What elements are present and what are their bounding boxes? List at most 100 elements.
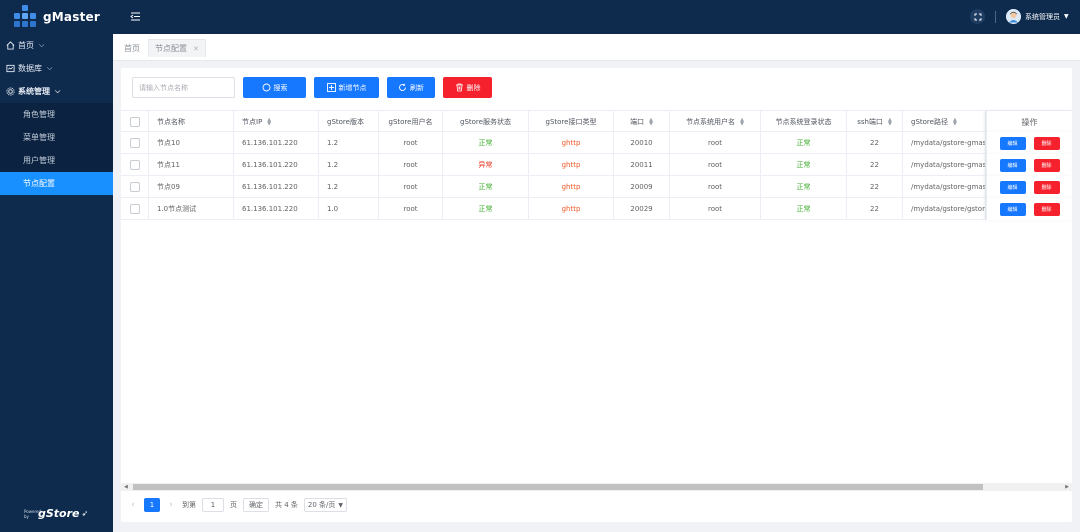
page-size-select[interactable]: 20 条/页 ▼ [303,498,348,512]
table-cell: 1.2 [319,154,379,176]
row-checkbox[interactable] [129,160,140,170]
edit-button[interactable]: 编辑 [999,136,1026,150]
table-cell: ghttp [529,132,614,154]
close-icon[interactable]: ✕ [193,44,199,53]
caret-down-icon: ▼ [1064,13,1069,20]
table-cell: 22 [847,132,903,154]
table-cell: 20009 [614,176,670,198]
row-delete-button[interactable]: 删除 [1033,136,1060,150]
column-header: gStore接口类型 [545,118,597,126]
edit-button[interactable]: 编辑 [999,202,1026,216]
sort-icon[interactable]: ▲ ▼ [267,117,272,127]
sidebar-item-users[interactable]: 用户管理 [23,156,55,165]
menu-item-system[interactable]: 系统管理 ⌵ [0,80,113,103]
search-button-label: 搜索 [273,84,288,92]
cell-value: root [707,161,723,169]
col-header-sys-user[interactable]: 节点系统用户名 ▲ ▼ [670,111,761,133]
table-cell: 61.136.101.220 [234,176,319,198]
table-cell: 1.0 [319,198,379,220]
sidebar-item-roles[interactable]: 角色管理 [23,110,55,119]
table-cell: 节点09 [149,176,234,198]
tabs-bar: 首页 节点配置 ✕ [113,34,1080,61]
table-cell: ghttp [529,176,614,198]
avatar [1006,9,1021,24]
row-select-cell [121,176,149,198]
menu-item-home[interactable]: 首页 ⌵ [0,34,113,57]
submenu-system: 角色管理 菜单管理 用户管理 节点配置 [0,103,113,195]
table-cell: /mydata/gstore-gmaster [903,132,986,154]
sidebar-item-nodes[interactable]: 节点配置 [0,172,113,195]
table-cell: 61.136.101.220 [234,154,319,176]
table-cell: root [379,132,443,154]
column-header: 节点系统用户名 [686,118,736,126]
table-cell: 22 [847,154,903,176]
cell-value: 正常 [478,183,493,191]
cell-value: root [403,161,418,169]
fullscreen-icon[interactable] [970,9,985,24]
user-menu[interactable]: 系统管理员 ▼ [1006,9,1069,24]
cell-value: root [403,139,418,147]
col-header-path[interactable]: gStore路径 ▲ ▼ [903,111,986,133]
add-node-button[interactable]: 新增节点 [314,77,379,98]
table-cell: root [670,198,761,220]
tab-home[interactable]: 首页 [118,39,146,57]
delete-button[interactable]: 删除 [443,77,492,98]
table-cell: 20011 [614,154,670,176]
scrollbar-thumb[interactable] [133,484,983,490]
next-page-icon[interactable]: › [169,500,173,510]
row-checkbox[interactable] [129,182,140,192]
table-cell: root [670,132,761,154]
page-number-current[interactable]: 1 [144,498,160,512]
col-header-ssh-port[interactable]: ssh端口 ▲ ▼ [847,111,903,133]
sidebar-item-menus[interactable]: 菜单管理 [23,133,55,142]
col-header-port[interactable]: 端口 ▲ ▼ [614,111,670,133]
table-cell: 61.136.101.220 [234,132,319,154]
sort-icon[interactable]: ▲ ▼ [649,117,653,127]
divider [995,11,996,23]
goto-page-input[interactable] [202,498,224,512]
edit-button[interactable]: 编辑 [999,158,1026,172]
node-name-search-input[interactable] [132,77,235,98]
menu-fold-icon[interactable] [130,11,141,22]
cell-value: 1.0节点测试 [157,205,197,213]
column-header: 节点名称 [157,118,185,126]
cell-value: 1.2 [327,139,339,147]
row-delete-button[interactable]: 删除 [1033,202,1060,216]
prev-page-icon[interactable]: ‹ [131,500,135,510]
horizontal-scrollbar[interactable]: ◀ ▶ [121,483,1072,491]
search-button[interactable]: 搜索 [243,77,306,98]
edit-button[interactable]: 编辑 [999,180,1026,194]
scroll-left-icon[interactable]: ◀ [124,484,128,490]
search-icon [262,83,270,92]
cell-value: 20011 [630,161,653,169]
col-header-actions: 操作 [986,111,1072,133]
table-row: 节点09 61.136.101.220 1.2 root 正常 ghttp 20009 roo… [121,176,1072,198]
sort-icon[interactable]: ▲ ▼ [952,117,957,127]
cell-value: 61.136.101.220 [242,183,298,191]
user-name: 系统管理员 [1025,12,1060,21]
row-delete-button[interactable]: 删除 [1033,180,1060,194]
table-cell: /mydata/gstore-gmaster [903,176,986,198]
cell-value: 61.136.101.220 [242,161,298,169]
tab-node-config[interactable]: 节点配置 ✕ [148,39,206,57]
powered-brand: gStore [38,507,80,520]
cell-value: ghttp [561,139,581,147]
row-delete-button[interactable]: 删除 [1033,158,1060,172]
goto-confirm-button[interactable]: 确定 [243,498,269,512]
row-actions: 编辑 删除 [986,176,1072,198]
sort-icon[interactable]: ▲ ▼ [887,117,892,127]
col-header-ip[interactable]: 节点IP ▲ ▼ [234,111,319,133]
scroll-right-icon[interactable]: ▶ [1065,484,1069,490]
sort-icon[interactable]: ▲ ▼ [740,117,744,127]
col-header-service-status: gStore服务状态 [443,111,529,133]
app-name: gMaster [43,10,100,24]
menu-item-database[interactable]: 数据库 ⌵ [0,57,113,80]
refresh-button[interactable]: 刷新 [387,77,435,98]
select-all-checkbox[interactable] [129,117,140,127]
cell-value: 20009 [630,183,653,191]
row-checkbox[interactable] [129,204,140,214]
column-header: gStore版本 [327,118,364,126]
row-checkbox[interactable] [129,138,140,148]
cell-value: 正常 [478,205,493,213]
table-row: 1.0节点测试 61.136.101.220 1.0 root 正常 ghttp 20029… [121,198,1072,220]
